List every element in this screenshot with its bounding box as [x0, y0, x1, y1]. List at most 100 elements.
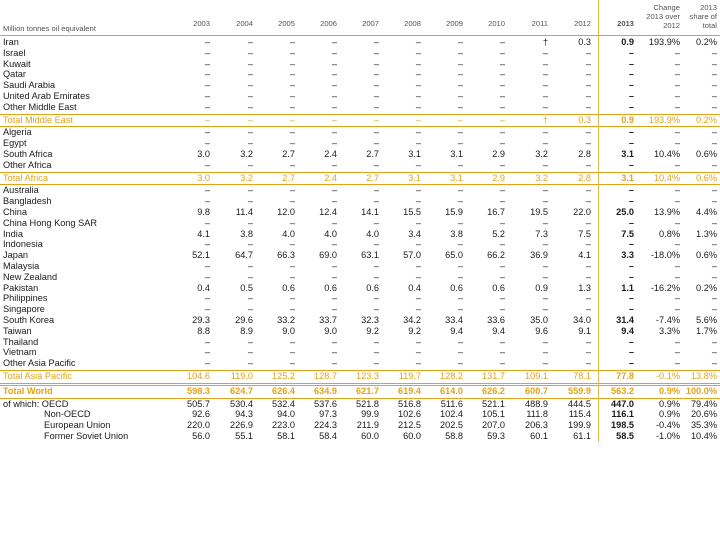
- value-cell: –: [542, 358, 548, 369]
- row-label: Kuwait: [3, 58, 31, 69]
- value-cell: 4.0: [366, 228, 379, 239]
- value-cell: 0.6: [324, 282, 337, 293]
- value-cell: –: [331, 304, 337, 315]
- value-cell: 0.9: [535, 282, 548, 293]
- value-cell: –: [289, 336, 295, 347]
- value-cell: –: [457, 114, 463, 125]
- value-cell: –: [711, 159, 717, 170]
- value-cell: 9.4: [492, 325, 505, 336]
- value-cell: –: [204, 239, 210, 250]
- value-cell: 64.7: [235, 250, 253, 261]
- value-cell: 3.2: [240, 149, 253, 159]
- value-cell: –: [457, 101, 463, 112]
- value-cell: –: [542, 101, 548, 112]
- row-label: European Union: [44, 420, 111, 431]
- value-cell: 598.3: [187, 385, 210, 396]
- value-cell: –: [585, 261, 591, 271]
- value-cell: –: [674, 69, 680, 80]
- value-cell: –: [289, 185, 295, 196]
- value-cell: –: [247, 159, 253, 170]
- value-cell: 3.1: [408, 172, 421, 183]
- value-cell: –: [628, 261, 634, 271]
- value-cell: –: [628, 304, 634, 315]
- row-label: Egypt: [3, 138, 27, 149]
- value-cell: 19.5: [530, 207, 548, 217]
- value-cell: –: [711, 101, 717, 112]
- value-cell: –: [247, 58, 253, 69]
- value-cell: –: [711, 271, 717, 282]
- value-cell: 3.3: [621, 250, 634, 261]
- value-cell: –: [457, 69, 463, 80]
- value-cell: 223.0: [272, 420, 295, 431]
- unit-label: Million tonnes oil equivalent: [3, 24, 96, 33]
- value-cell: –: [373, 358, 379, 369]
- total-rule-bottom: [0, 184, 720, 186]
- value-cell: 0.9%: [659, 398, 680, 409]
- value-cell: –: [499, 304, 505, 315]
- value-cell: 77.8: [616, 371, 634, 381]
- value-cell: 99.9: [361, 409, 379, 420]
- table-row: Qatar – – – – – – – – – – – – –: [0, 69, 720, 80]
- value-cell: –: [585, 58, 591, 69]
- total-row: Total World 598.3 624.7 626.4 634.9 621.7 619.…: [0, 386, 720, 397]
- value-cell: 92.6: [192, 409, 210, 420]
- value-cell: –: [373, 80, 379, 91]
- value-cell: –: [499, 261, 505, 271]
- value-cell: –: [204, 336, 210, 347]
- value-cell: –: [711, 347, 717, 358]
- value-cell: –: [331, 101, 337, 112]
- value-cell: –: [542, 138, 548, 149]
- value-cell: 9.4: [450, 325, 463, 336]
- value-cell: –: [373, 196, 379, 207]
- value-cell: –: [331, 358, 337, 369]
- value-cell: –: [499, 127, 505, 138]
- value-cell: –: [585, 271, 591, 282]
- value-cell: –: [628, 91, 634, 101]
- value-cell: –: [204, 47, 210, 58]
- total-rule-bottom: [0, 126, 720, 128]
- table-row: Australia – – – – – – – – – – – – –: [0, 185, 720, 196]
- value-cell: –: [204, 58, 210, 69]
- value-cell: –: [457, 185, 463, 196]
- value-cell: –: [289, 69, 295, 80]
- value-cell: –: [542, 69, 548, 80]
- value-cell: –: [331, 127, 337, 138]
- value-cell: 2.9: [492, 172, 505, 183]
- value-cell: –: [711, 196, 717, 207]
- value-cell: 626.2: [482, 385, 505, 396]
- value-cell: –: [373, 58, 379, 69]
- value-cell: 0.2%: [696, 114, 717, 125]
- row-label: Qatar: [3, 69, 26, 80]
- year-header-2011: 2011: [531, 19, 548, 28]
- value-cell: –: [289, 138, 295, 149]
- value-cell: 4.1: [197, 228, 210, 239]
- value-cell: 7.5: [621, 228, 634, 239]
- value-cell: –: [204, 138, 210, 149]
- value-cell: –: [499, 138, 505, 149]
- value-cell: –: [542, 159, 548, 170]
- value-cell: 444.5: [568, 398, 591, 409]
- row-label: Vietnam: [3, 347, 37, 358]
- value-cell: 2.7: [366, 149, 379, 159]
- value-cell: –: [289, 58, 295, 69]
- row-label: Non-OECD: [44, 409, 91, 420]
- value-cell: –: [499, 101, 505, 112]
- value-cell: 78.1: [573, 371, 591, 381]
- value-cell: –: [499, 239, 505, 250]
- nuclear-consumption-table: Million tonnes oil equivalent 2003 2004 20…: [0, 0, 720, 442]
- value-cell: –: [628, 293, 634, 304]
- value-cell: –: [204, 217, 210, 228]
- value-cell: –: [415, 159, 421, 170]
- table-header: Million tonnes oil equivalent 2003 2004 20…: [0, 0, 720, 36]
- value-cell: 0.6%: [696, 149, 717, 159]
- value-cell: –: [373, 91, 379, 101]
- value-cell: –: [711, 239, 717, 250]
- value-cell: 3.3%: [659, 325, 680, 336]
- value-cell: 532.4: [272, 398, 295, 409]
- value-cell: 60.0: [403, 431, 421, 441]
- value-cell: 9.0: [324, 325, 337, 336]
- value-cell: 624.7: [230, 385, 253, 396]
- value-cell: 5.6%: [696, 315, 717, 325]
- value-cell: –: [711, 185, 717, 196]
- table-row: Thailand – – – – – – – – – – – – –: [0, 337, 720, 348]
